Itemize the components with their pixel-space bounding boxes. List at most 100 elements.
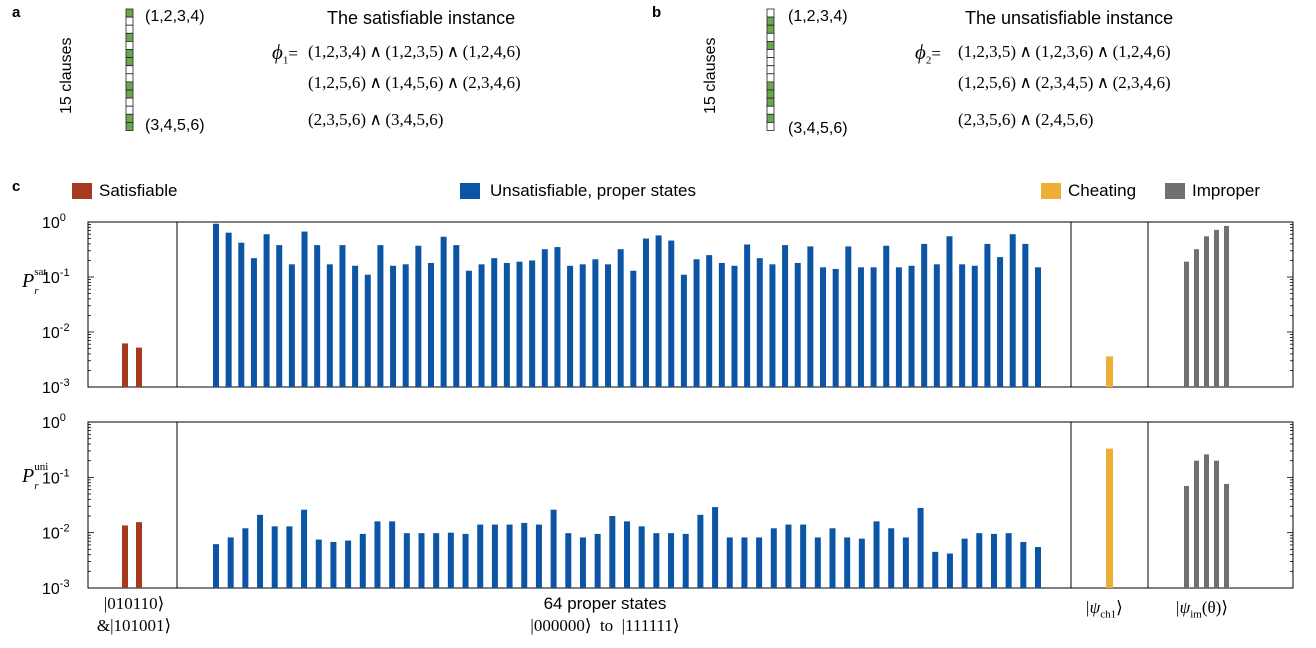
panel-a-clause-cell [125, 122, 134, 131]
bar-unsatisfiable [506, 524, 513, 588]
ylabel-bottom-sup: uni [34, 461, 49, 474]
bar-unsatisfiable [961, 538, 968, 588]
bar-unsatisfiable [857, 267, 864, 387]
bar-unsatisfiable [402, 264, 409, 387]
y-tick-label: 100 [42, 212, 66, 232]
bar-unsatisfiable [917, 507, 924, 588]
bar-unsatisfiable [250, 258, 257, 387]
bar-improper [1214, 229, 1219, 387]
bar-unsatisfiable [668, 240, 675, 387]
bar-unsatisfiable [592, 259, 599, 387]
panel-b-formula-line-1: (1,2,3,5) ∧ (1,2,3,6) ∧ (1,2,4,6) [958, 42, 1171, 61]
panel-b-label: b [652, 4, 662, 21]
legend-label-improper: Improper [1192, 181, 1261, 200]
bar-unsatisfiable [946, 553, 953, 588]
bar-unsatisfiable [288, 264, 295, 387]
bar-unsatisfiable [389, 521, 396, 588]
phi-symbol: ϕ [915, 40, 926, 64]
bar-unsatisfiable [535, 524, 542, 588]
bar-unsatisfiable [427, 262, 434, 387]
bar-unsatisfiable [718, 262, 725, 387]
bar-unsatisfiable [845, 246, 852, 387]
bar-unsatisfiable [440, 236, 447, 387]
bar-unsatisfiable [594, 533, 601, 588]
bar-improper [1194, 460, 1199, 588]
bar-unsatisfiable [630, 270, 637, 387]
bar-unsatisfiable [227, 537, 234, 588]
bar-unsatisfiable [807, 246, 814, 387]
bar-unsatisfiable [315, 539, 322, 588]
bar-unsatisfiable [794, 262, 801, 387]
panel-a-formula-line-3: (2,3,5,6) ∧ (3,4,5,6) [308, 110, 444, 129]
cheat-sub: ch1 [1100, 608, 1117, 621]
y-tick-label: 10-2 [42, 523, 70, 543]
bar-improper [1214, 460, 1219, 588]
y-tick-label: 10-2 [42, 322, 70, 342]
bar-unsatisfiable [756, 258, 763, 387]
bar-unsatisfiable [433, 533, 440, 588]
bar-unsatisfiable [326, 264, 333, 387]
bar-unsatisfiable [1022, 243, 1029, 387]
bar-unsatisfiable [814, 537, 821, 588]
bar-unsatisfiable [653, 533, 660, 588]
bar-improper [1184, 485, 1189, 588]
panel-a-label: a [12, 4, 21, 21]
bar-unsatisfiable [377, 245, 384, 387]
panel-b-phi: ϕ2= [915, 40, 941, 66]
bar-unsatisfiable [257, 514, 264, 588]
bar-unsatisfiable [706, 255, 713, 387]
bar-unsatisfiable [895, 267, 902, 387]
bar-unsatisfiable [844, 537, 851, 588]
bar-unsatisfiable [642, 238, 649, 387]
bar-unsatisfiable [418, 533, 425, 588]
bar-unsatisfiable [932, 551, 939, 588]
subplot-frame [87, 421, 1294, 589]
bar-unsatisfiable [529, 260, 536, 387]
ylabel-bottom-base: P [22, 465, 35, 487]
bar-unsatisfiable [888, 528, 895, 588]
cheat-base: |ψ [1085, 598, 1101, 617]
subplot-uni: 100 10-1 10-2 10-3 [42, 412, 1294, 598]
bar-unsatisfiable [554, 247, 561, 387]
bar-unsatisfiable [491, 258, 498, 387]
bar-unsatisfiable [605, 264, 612, 387]
bar-unsatisfiable [213, 223, 219, 387]
bar-unsatisfiable [697, 514, 704, 588]
bar-unsatisfiable [364, 274, 371, 387]
panel-b-formula-line-2: (1,2,5,6) ∧ (2,3,4,5) ∧ (2,3,4,6) [958, 73, 1171, 92]
ylabel-top-sup: sat [34, 266, 47, 279]
phi-equals: = [931, 44, 941, 63]
xlabel-sat-line-2: &|101001⟩ [96, 616, 172, 635]
bar-satisfiable [136, 522, 142, 588]
bar-unsatisfiable [301, 231, 308, 387]
bar-unsatisfiable [516, 261, 523, 387]
bar-unsatisfiable [829, 528, 836, 588]
bar-unsatisfiable [744, 244, 751, 387]
improper-end: (θ)⟩ [1201, 598, 1228, 617]
bar-unsatisfiable [800, 524, 807, 588]
bar-unsatisfiable [782, 245, 789, 387]
subplot-frame [87, 221, 1294, 388]
xlabel-sat-states: |010110⟩ &|101001⟩ [84, 594, 184, 636]
bar-unsatisfiable [712, 507, 719, 588]
bar-unsatisfiable [477, 524, 484, 588]
bar-unsatisfiable [447, 532, 454, 588]
xlabel-improper: |ψim(θ)⟩ [1175, 598, 1228, 620]
bar-unsatisfiable [921, 243, 928, 387]
bar-unsatisfiable [873, 521, 880, 588]
bar-unsatisfiable [491, 524, 498, 588]
legend-label-cheating: Cheating [1068, 181, 1137, 200]
bar-unsatisfiable [390, 265, 397, 387]
bar-unsatisfiable [668, 533, 675, 588]
xlabel-proper-line-2: |000000⟩ to |111111⟩ [530, 616, 680, 635]
bar-unsatisfiable [286, 526, 293, 588]
bar-improper [1204, 236, 1209, 387]
bar-cheating [1106, 356, 1113, 387]
xlabel-proper-line-1: 64 proper states [543, 594, 667, 613]
bar-unsatisfiable [756, 537, 763, 588]
bar-unsatisfiable [352, 265, 359, 387]
xlabel-cheating: |ψch1⟩ [1085, 598, 1123, 620]
subplot-sat: 100 10-1 10-2 10-3 [42, 212, 1294, 397]
panel-b-top-clause: (1,2,3,4) [788, 8, 848, 25]
panel-a-title: The satisfiable instance [327, 8, 516, 28]
